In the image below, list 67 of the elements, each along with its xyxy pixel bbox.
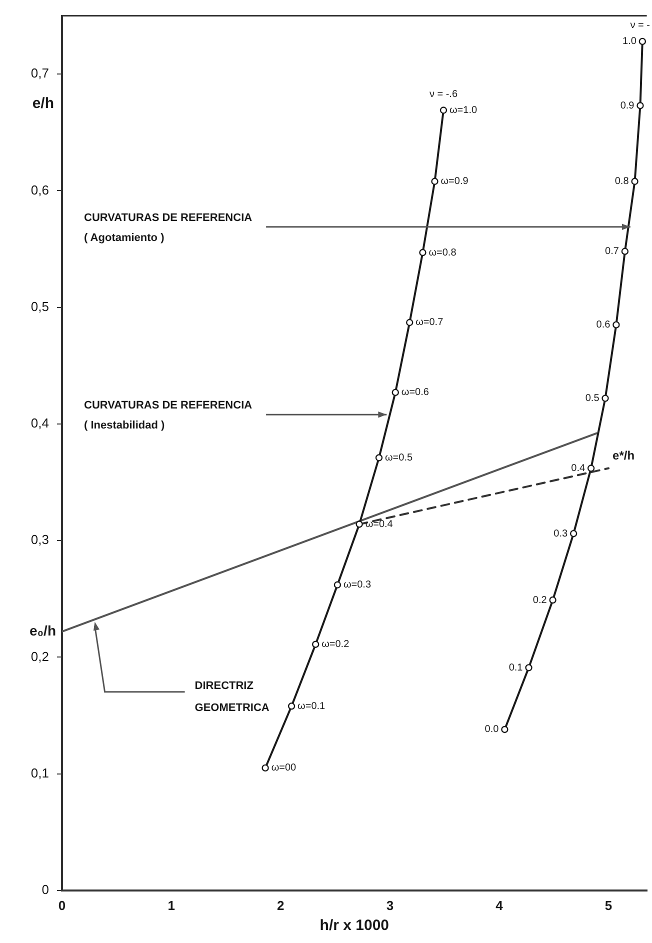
x-tick-label: 1 xyxy=(168,898,175,913)
y-tick-label: 0,3 xyxy=(30,532,49,548)
annotation: ω=0.4 xyxy=(365,518,394,530)
annotation: ν = -.6 xyxy=(429,89,458,100)
annotation: 0.1 xyxy=(508,662,524,674)
point xyxy=(549,596,556,604)
point xyxy=(288,702,296,710)
point xyxy=(406,318,414,326)
y-tick-label: 0,2 xyxy=(30,648,49,664)
annotation: 0.7 xyxy=(605,246,620,258)
annotation: ω=0.3 xyxy=(343,580,372,591)
point xyxy=(631,178,638,185)
annotation: ω=00 xyxy=(271,762,297,774)
point xyxy=(262,764,269,772)
point xyxy=(392,388,399,396)
point xyxy=(525,664,532,672)
point xyxy=(312,640,320,648)
annotation: 0.6 xyxy=(596,320,611,331)
y-tick-label: 0,5 xyxy=(30,298,49,314)
y-axis-title: e/h xyxy=(32,94,54,112)
annotation: ω=0.7 xyxy=(416,317,444,328)
y-tick-label: 0,4 xyxy=(30,416,49,431)
x-axis-title: h/r x 1000 xyxy=(320,917,390,934)
annotation: e₀/h xyxy=(29,622,56,638)
x-tick-label: 3 xyxy=(386,898,394,913)
x-tick-label: 4 xyxy=(496,898,504,913)
point xyxy=(375,454,383,462)
annotation: 0.2 xyxy=(532,594,548,606)
point xyxy=(636,102,644,110)
annotation: DIRECTRIZ GEOMETRICA xyxy=(194,680,270,714)
annotation: 0.4 xyxy=(571,463,586,474)
y-tick-label: 0,7 xyxy=(30,66,49,81)
annotation: ω=0.1 xyxy=(298,700,326,712)
x-tick-label: 0 xyxy=(58,898,66,913)
point xyxy=(612,321,620,328)
point xyxy=(356,520,363,528)
annotation: ω=1.0 xyxy=(449,105,478,116)
annotation: ω=0.8 xyxy=(428,247,457,258)
annotation: 0.0 xyxy=(484,724,500,736)
y-tick-label: 0,1 xyxy=(30,765,49,780)
annotation: ω=0.9 xyxy=(440,176,469,188)
annotation: 1.0 xyxy=(622,36,637,48)
point xyxy=(334,581,342,588)
annotation: CURVATURAS DE REFERENCIA ( Agotamiento ) xyxy=(84,212,252,244)
annotation: CURVATURAS DE REFERENCIA ( Inestabilidad ) xyxy=(84,400,252,432)
point xyxy=(419,248,426,256)
y-tick-label: 0,6 xyxy=(30,182,49,198)
x-tick-label: 5 xyxy=(604,898,612,913)
point xyxy=(501,726,508,734)
x-tick-label: 2 xyxy=(277,898,284,913)
annotation: e*/h xyxy=(612,448,635,463)
annotation: 0.3 xyxy=(554,528,568,540)
annotation: ω=0.5 xyxy=(384,452,413,464)
point xyxy=(621,248,629,255)
point xyxy=(440,106,448,114)
point xyxy=(431,178,438,185)
annotation: ω=0.6 xyxy=(401,387,430,398)
y-tick-label: 0 xyxy=(42,882,49,897)
annotation: 0.9 xyxy=(620,100,635,112)
point xyxy=(638,38,646,46)
annotation: 0.8 xyxy=(614,176,630,188)
annotation: ν = - xyxy=(630,20,650,32)
point xyxy=(570,530,578,538)
annotation: ω=0.2 xyxy=(322,639,350,650)
point xyxy=(587,464,595,472)
point xyxy=(602,394,609,402)
annotation: 0.5 xyxy=(585,393,600,404)
